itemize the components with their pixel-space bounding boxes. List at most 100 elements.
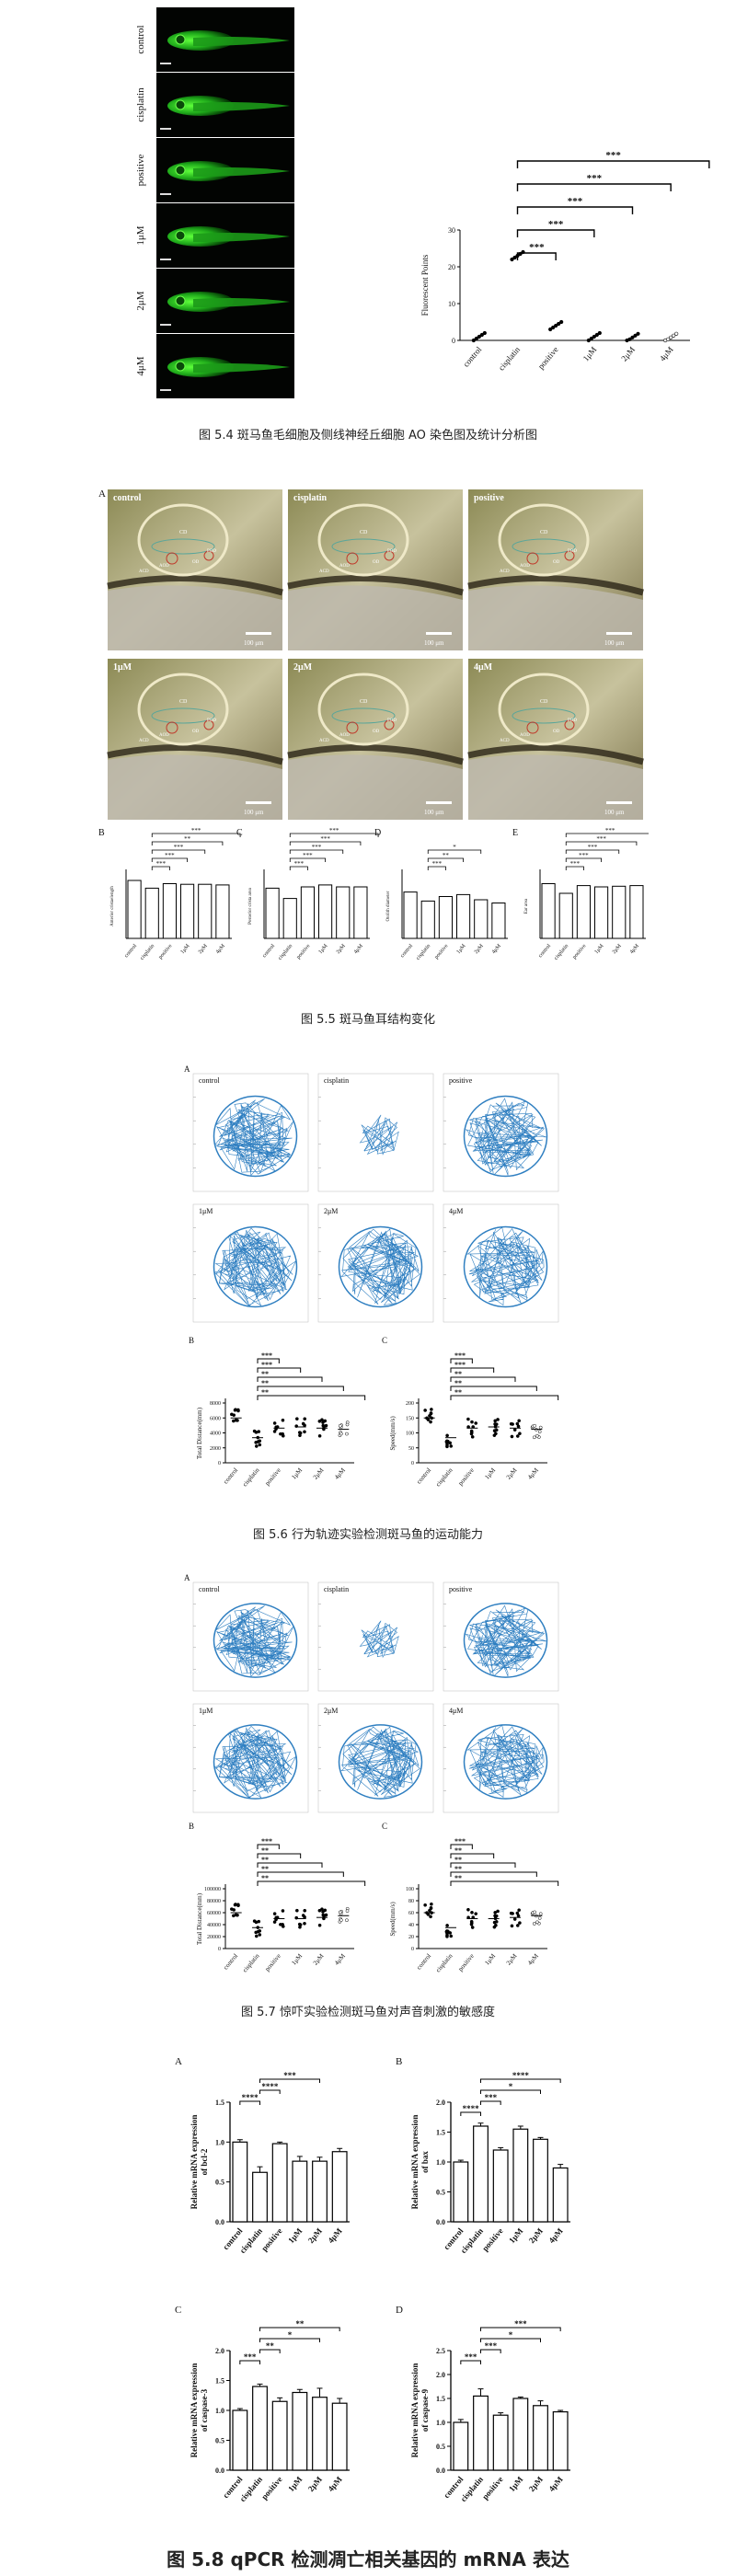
track-label: positive (449, 1585, 473, 1593)
significance-bracket (257, 1367, 302, 1373)
significance-bracket (289, 866, 308, 870)
track-label: positive (449, 1076, 473, 1085)
ear-panel-label: cisplatin (293, 493, 328, 503)
track-ring (463, 1724, 548, 1800)
track-ring (338, 1225, 423, 1308)
significance-label: *** (454, 1837, 466, 1846)
data-point (303, 1921, 306, 1926)
x-tick-label: positive (456, 1466, 475, 1487)
significance-bracket (480, 2338, 541, 2342)
x-tick-label: cisplatin (278, 943, 294, 960)
data-point (496, 1418, 500, 1421)
significance-bracket (257, 1853, 302, 1858)
x-tick-label: 4μM (658, 345, 675, 363)
significance-bracket (151, 833, 241, 837)
scale-bar (246, 632, 271, 635)
scale-bar (246, 801, 271, 804)
data-point (256, 1929, 260, 1934)
data-point (256, 1440, 260, 1443)
significance-bracket (259, 2349, 281, 2353)
data-point (324, 1423, 328, 1428)
data-point (535, 1433, 539, 1438)
data-point (345, 1432, 349, 1436)
fish-body (193, 102, 290, 111)
significance-bracket (151, 849, 206, 854)
data-point (592, 334, 596, 339)
x-tick-label: cisplatin (241, 1952, 261, 1974)
significance-bracket (450, 1376, 516, 1382)
data-point (445, 1433, 449, 1438)
structure-label: POD (387, 719, 397, 723)
data-point (303, 1417, 307, 1421)
bar (282, 898, 297, 939)
significance-label: * (288, 2330, 293, 2340)
tissue-region (468, 754, 643, 820)
panel-label: C (382, 1822, 387, 1831)
x-tick-label: 1μM (456, 943, 467, 955)
otolith (564, 719, 575, 730)
bar (252, 2386, 268, 2471)
scale-label: 100 μm (604, 809, 625, 816)
significance-label: *** (588, 844, 598, 851)
significance-bracket (480, 2100, 501, 2105)
significance-bracket (480, 2327, 561, 2331)
y-tick-label: 80 (408, 1899, 414, 1904)
x-tick-label: positive (434, 943, 450, 960)
tissue-region (108, 585, 282, 650)
otolith (166, 552, 178, 565)
data-point (492, 1433, 497, 1438)
x-tick-label: 1μM (318, 943, 329, 955)
track-ring (463, 1095, 548, 1178)
data-point (672, 333, 676, 338)
significance-label: *** (529, 242, 545, 253)
bar (533, 2138, 548, 2223)
data-point (339, 1918, 343, 1922)
fig57-caption: 图 5.7 惊吓实验检测斑马鱼对声音刺激的敏感度 (241, 2006, 495, 2019)
significance-label: ** (295, 2319, 305, 2329)
otolith (384, 550, 395, 561)
structure-label: ACD (139, 569, 149, 574)
significance-label: *** (465, 2352, 477, 2362)
ear-panel-label: control (113, 493, 142, 503)
x-tick-label: cisplatin (554, 943, 570, 960)
structure-label: OD (192, 560, 200, 565)
significance-label: ** (261, 1370, 269, 1378)
data-point (236, 1913, 239, 1917)
data-point (338, 1910, 342, 1915)
dark-band (107, 574, 283, 596)
significance-label: *** (244, 2352, 257, 2362)
bar (271, 2143, 288, 2223)
data-point (510, 1924, 514, 1928)
x-tick-label: 4μM (326, 2225, 344, 2245)
y-tick-label: 8000 (210, 1401, 221, 1407)
data-point (303, 1423, 306, 1428)
significance-bracket (450, 1844, 473, 1849)
panel-label: B (189, 1822, 194, 1831)
significance-bracket (427, 857, 464, 862)
data-point (469, 1432, 474, 1436)
significance-bracket (289, 833, 379, 837)
x-tick-label: control (400, 943, 415, 959)
otolith (166, 721, 178, 734)
y-axis-label: Anterior cristaelength (110, 886, 115, 926)
bar (300, 886, 315, 939)
x-tick-label: 2μM (312, 1952, 326, 1967)
significance-label: *** (605, 150, 621, 161)
x-tick-label: positive (158, 943, 174, 960)
fish-eye (175, 295, 186, 306)
panel-label: C (382, 1336, 387, 1345)
x-tick-label: 4μM (526, 1466, 540, 1481)
bar (144, 887, 159, 939)
data-point (466, 1417, 470, 1421)
y-tick-label: 10 (448, 300, 455, 308)
significance-bracket (257, 1844, 280, 1849)
significance-bracket (516, 183, 672, 191)
data-point (470, 1926, 475, 1929)
data-point (537, 1916, 542, 1920)
otolith (346, 552, 359, 565)
data-point (594, 332, 599, 338)
x-tick-label: 2μM (619, 345, 637, 363)
x-tick-label: 1μM (507, 2474, 525, 2493)
track-ring (213, 1724, 298, 1800)
